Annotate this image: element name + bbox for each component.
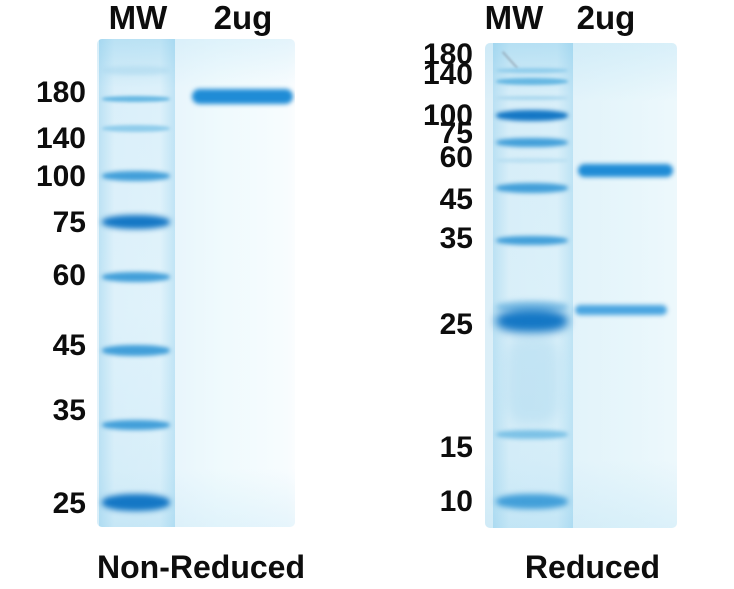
ladder-band <box>496 137 568 147</box>
mw-marker-label: 60 <box>52 259 86 292</box>
ladder-band <box>102 344 170 356</box>
sample-band <box>192 88 293 104</box>
lane-header-mw: MW <box>108 0 168 36</box>
ladder-band <box>496 309 568 333</box>
mw-marker-label: 180 <box>35 76 86 109</box>
mw-marker-label: 25 <box>439 308 473 341</box>
sample-band <box>578 163 673 177</box>
mw-marker-label: 140 <box>35 122 86 155</box>
lane-header-mw: MW <box>484 0 544 36</box>
ladder-band <box>102 65 170 75</box>
ladder-band <box>102 215 170 229</box>
mw-marker-label: 15 <box>439 431 473 464</box>
ladder-band <box>496 183 568 193</box>
mw-marker-label: 35 <box>52 394 86 427</box>
ladder-band <box>102 124 170 132</box>
ladder-band <box>496 109 568 121</box>
ladder-band <box>496 235 568 245</box>
mw-marker-label: 45 <box>52 329 86 362</box>
panel-caption: Reduced <box>524 549 661 585</box>
mw-marker-label: 10 <box>439 485 473 518</box>
mw-marker-label: 100 <box>422 99 473 132</box>
gel-smear <box>506 336 560 424</box>
sample-band <box>575 305 667 315</box>
mw-marker-label: 45 <box>439 183 473 216</box>
ladder-band <box>496 493 568 509</box>
gel-image <box>485 43 677 528</box>
ladder-lane <box>493 43 573 528</box>
panel-caption: Non-Reduced <box>97 549 305 585</box>
ladder-band <box>496 429 568 439</box>
gel-panel-non-reduced: MW 2ug 180 140 100 75 60 45 35 25 Non-Reduced <box>0 0 350 589</box>
ladder-band <box>102 493 170 511</box>
ladder-lane <box>99 39 175 527</box>
ladder-band <box>102 420 170 430</box>
mw-marker-label: 75 <box>439 117 473 150</box>
mw-marker-label: 75 <box>52 206 86 239</box>
lane-header-2ug: 2ug <box>213 0 273 36</box>
ladder-band <box>496 96 568 100</box>
mw-marker-label: 60 <box>439 141 473 174</box>
ladder-band <box>496 67 568 73</box>
mw-marker-label: 180 <box>422 38 473 71</box>
mw-marker-label: 100 <box>35 160 86 193</box>
mw-marker-label: 140 <box>422 58 473 91</box>
gel-image <box>97 39 295 527</box>
mw-marker-column: 180 140 100 75 60 45 35 25 15 10 <box>385 0 473 589</box>
ladder-band <box>102 272 170 282</box>
mw-marker-label: 35 <box>439 222 473 255</box>
ladder-band <box>102 96 170 102</box>
lane-header-2ug: 2ug <box>576 0 636 36</box>
ladder-band <box>496 77 568 85</box>
ladder-band <box>102 171 170 181</box>
ladder-band <box>496 157 568 163</box>
mw-marker-column: 180 140 100 75 60 45 35 25 <box>0 0 86 589</box>
gel-panel-reduced: MW 2ug 180 140 100 75 60 45 35 25 15 10 Reduced <box>385 0 734 589</box>
mw-marker-label: 25 <box>52 487 86 520</box>
